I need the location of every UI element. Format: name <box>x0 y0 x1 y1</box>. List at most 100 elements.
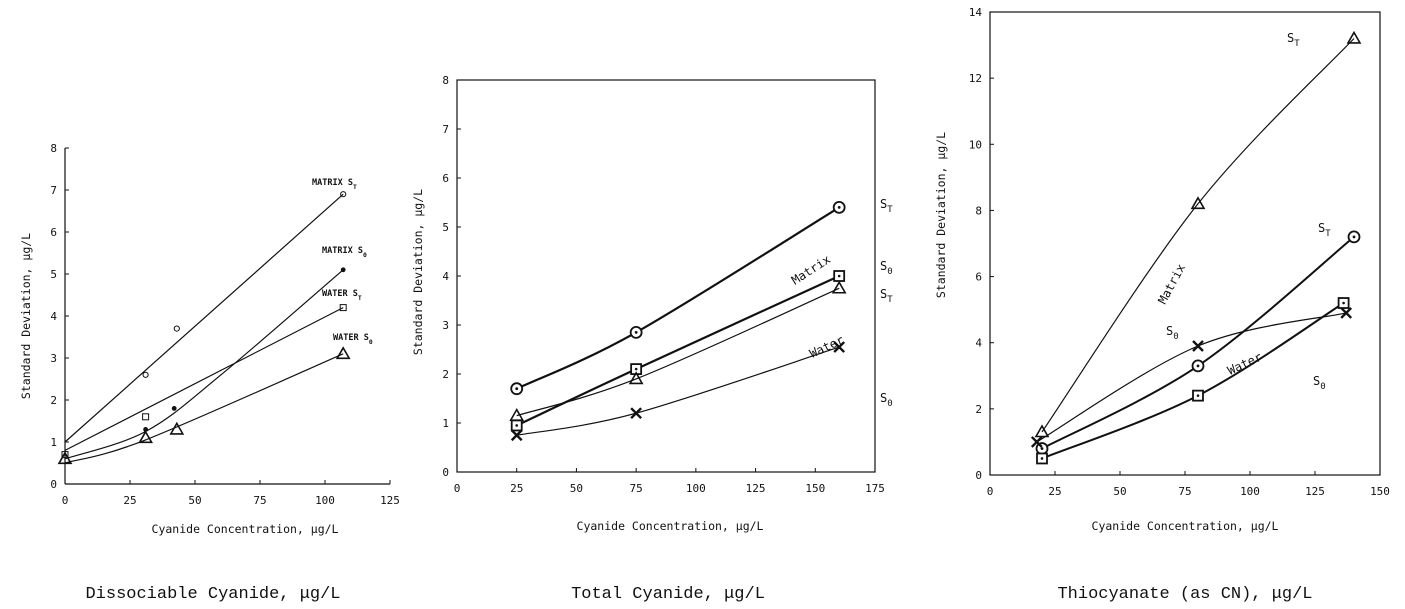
y-tick-label: 8 <box>442 74 449 87</box>
y-axis-label: Standard Deviation, μg/L <box>934 132 948 298</box>
x-tick-label: 25 <box>1048 485 1061 498</box>
chart-thiocyanate: 0 25 50 75 100 125 150 0 2 4 6 8 10 12 14 Cyanide Conce… <box>934 6 1390 604</box>
data-point <box>335 346 351 360</box>
data-point <box>1192 340 1204 352</box>
curve-label: S0 <box>880 391 893 409</box>
chart-total-cyanide: 0 25 50 75 100 125 150 175 0 1 2 3 4 5 6 7 8 Cyanide Conc… <box>411 74 893 604</box>
x-tick-label: 0 <box>62 494 69 507</box>
curve-label: ST <box>880 287 893 305</box>
data-point <box>509 408 525 421</box>
data-point <box>510 429 523 442</box>
data-point <box>1034 424 1050 438</box>
data-point <box>630 407 642 420</box>
curve-label: ST <box>880 197 893 215</box>
series-line <box>64 307 344 451</box>
curve-label: WATER ST <box>322 289 362 302</box>
x-tick-label: 75 <box>1178 485 1191 498</box>
x-tick-label: 25 <box>510 482 523 495</box>
y-tick-label: 10 <box>969 138 982 151</box>
series-line <box>516 346 840 436</box>
data-point <box>138 430 153 444</box>
data-point <box>1192 389 1204 402</box>
data-point <box>1347 230 1361 244</box>
x-tick-label: 50 <box>188 494 201 507</box>
x-axis-label: Cyanide Concentration, μg/L <box>577 519 764 533</box>
data-point <box>510 419 523 432</box>
curve-label: Water <box>807 333 846 361</box>
x-tick-label: 150 <box>1370 485 1390 498</box>
data-point <box>57 451 73 465</box>
x-tick-label: 50 <box>570 482 583 495</box>
data-point <box>340 267 346 273</box>
data-point <box>143 427 149 432</box>
x-tick-label: 125 <box>1305 485 1325 498</box>
series-line <box>516 206 840 390</box>
series-line <box>64 353 344 464</box>
data-point <box>629 325 643 339</box>
curve-label: S0 <box>1313 374 1326 392</box>
x-tick-label: 75 <box>253 494 266 507</box>
y-tick-label: 8 <box>50 142 57 155</box>
chart-title: Total Cyanide, μg/L <box>571 585 765 604</box>
curve-label: MATRIX ST <box>312 178 357 191</box>
curve-label: Matrix <box>1155 262 1188 307</box>
data-point <box>1030 436 1043 448</box>
data-point <box>340 191 347 198</box>
data-point <box>171 406 177 411</box>
data-point <box>1337 297 1350 309</box>
y-tick-label: 0 <box>442 466 449 479</box>
x-tick-label: 175 <box>865 482 885 495</box>
curve-label: ST <box>1318 221 1331 239</box>
data-point <box>628 371 644 385</box>
x-tick-label: 100 <box>686 482 706 495</box>
y-tick-label: 1 <box>442 417 449 430</box>
x-tick-label: 25 <box>123 494 136 507</box>
y-tick-label: 6 <box>975 271 982 284</box>
y-tick-label: 7 <box>442 123 449 136</box>
y-tick-label: 8 <box>975 204 982 217</box>
y-tick-label: 4 <box>442 270 449 283</box>
y-tick-label: 2 <box>50 394 57 407</box>
curve-label: MATRIX S0 <box>322 246 367 259</box>
y-axis-label: Standard Deviation, μg/L <box>411 189 425 355</box>
data-point <box>173 325 180 332</box>
x-tick-label: 50 <box>1113 485 1126 498</box>
y-tick-label: 0 <box>975 469 982 482</box>
data-point <box>169 421 185 435</box>
x-tick-label: 75 <box>630 482 643 495</box>
series-line <box>1041 38 1355 433</box>
series-line <box>1041 236 1355 450</box>
data-point <box>832 200 846 214</box>
x-tick-label: 125 <box>380 494 400 507</box>
x-axis-label: Cyanide Concentration, μg/L <box>1092 519 1279 533</box>
series-line <box>64 193 344 443</box>
curve-label: Water <box>1225 350 1264 378</box>
data-point <box>1190 196 1206 210</box>
chart-dissociable-cyanide: 0 25 50 75 100 125 0 1 2 3 4 5 6 7 8 Cyanide Concentrat… <box>19 142 400 604</box>
y-tick-label: 2 <box>442 368 449 381</box>
chart-title: Dissociable Cyanide, μg/L <box>85 585 340 604</box>
x-tick-label: 100 <box>315 494 335 507</box>
data-point <box>142 413 150 421</box>
y-tick-label: 2 <box>975 403 982 416</box>
data-point <box>831 280 847 294</box>
x-tick-label: 0 <box>454 482 461 495</box>
data-point <box>1340 307 1353 319</box>
x-axis-label: Cyanide Concentration, μg/L <box>152 522 339 536</box>
y-tick-label: 4 <box>50 310 57 323</box>
y-tick-label: 7 <box>50 184 57 197</box>
y-tick-label: 0 <box>50 478 57 491</box>
y-tick-label: 6 <box>50 226 57 239</box>
series-line <box>64 269 344 460</box>
x-tick-label: 100 <box>1240 485 1260 498</box>
chart-title: Thiocyanate (as CN), μg/L <box>1057 585 1312 604</box>
data-point <box>510 382 524 396</box>
data-point <box>1191 359 1205 373</box>
x-tick-label: 125 <box>746 482 766 495</box>
y-tick-label: 3 <box>50 352 57 365</box>
y-tick-label: 6 <box>442 172 449 185</box>
data-point <box>142 371 149 378</box>
data-point <box>833 341 846 353</box>
y-tick-label: 4 <box>975 337 982 350</box>
